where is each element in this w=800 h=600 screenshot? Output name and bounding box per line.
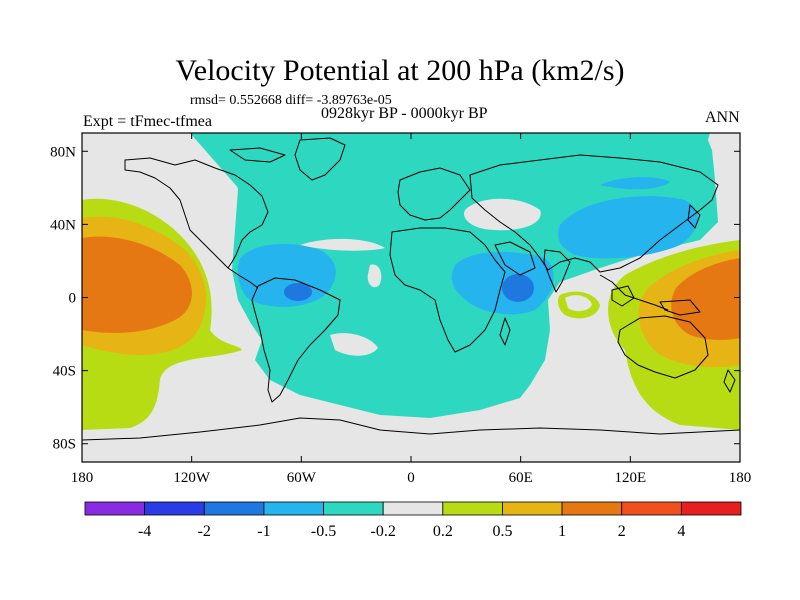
x-tick-label: 60E [509, 470, 533, 486]
x-tick-label: 120W [173, 470, 211, 486]
field-negative-north-asia [600, 177, 670, 190]
coast-new-zealand [723, 369, 736, 393]
coast-asia [469, 154, 719, 273]
colorbar-label: 0.2 [433, 523, 453, 540]
colorbar-swatch [203, 501, 265, 516]
field-minimum-east-africa [502, 274, 534, 302]
period-label: 0928kyr BP - 0000kyr BP [321, 105, 488, 122]
colorbar-label: -4 [138, 523, 151, 540]
colorbar-label: 0.5 [492, 523, 512, 540]
colorbar-label: 2 [618, 523, 626, 540]
x-tick-label: 180 [729, 470, 752, 486]
colorbar-swatch [561, 501, 623, 516]
season-label: ANN [705, 109, 740, 126]
coast-south-america [251, 277, 341, 403]
coast-africa [389, 227, 506, 353]
field-minimum-amazon [284, 283, 312, 301]
x-tick-label: 60W [287, 470, 317, 486]
x-tick-label: 180 [71, 470, 94, 486]
coast-europe [397, 167, 471, 221]
colorbar-label: -1 [257, 523, 270, 540]
coast-new-guinea [659, 299, 701, 316]
field-negative-arctic [190, 133, 710, 190]
field-neutral-arctic-east [712, 133, 740, 230]
y-tick-label: 0 [69, 291, 77, 307]
field-positive-westpac-orange [671, 258, 740, 340]
coast-japan [687, 204, 701, 229]
coast-maritime-continent [599, 274, 669, 311]
colorbar-swatch [84, 501, 146, 516]
colorbar-swatch [323, 501, 384, 516]
colorbar-swatch [442, 501, 503, 516]
field-neutral-hole-atlantic-eq [367, 264, 382, 288]
experiment-label: Expt = tFmec-tfmea [83, 113, 212, 130]
y-axis: 80N 40N 0 40S 80S [50, 144, 740, 453]
colorbar-swatch [263, 501, 324, 516]
colorbar-swatch [144, 501, 205, 516]
coast-australia [617, 315, 709, 379]
colorbar-swatch [680, 501, 742, 516]
chart-title: Velocity Potential at 200 hPa (km2/s) [175, 54, 625, 87]
field-negative-east-asia [558, 196, 698, 259]
colorbar-swatch [502, 501, 563, 516]
field-negative-south-america [237, 243, 336, 307]
field-neutral-indian-blob [565, 295, 592, 312]
coast-india [543, 249, 571, 293]
field-neutral-hole-atlantic [300, 238, 385, 251]
y-tick-label: 40N [50, 217, 76, 233]
y-tick-label: 80S [53, 437, 76, 453]
colorbar-swatch [621, 501, 682, 516]
stats-subtitle: rmsd= 0.552668 diff= -3.89763e-05 [190, 93, 392, 108]
x-tick-label: 0 [407, 470, 415, 486]
colorbar-label: 4 [677, 523, 685, 540]
field-neutral-hole-central-asia [464, 198, 541, 231]
coast-north-america [124, 157, 269, 269]
field-neutral-hole-south-atlantic [330, 333, 378, 356]
map-field [82, 133, 740, 462]
coast-antarctica [82, 417, 740, 441]
x-tick-label: 120E [614, 470, 646, 486]
x-axis: 180 120W 60W 0 60E 120E 180 [71, 133, 752, 486]
field-positive-pacific-orange [82, 236, 192, 333]
coast-central-america [227, 267, 259, 289]
coast-greenland [294, 137, 346, 181]
y-tick-label: 40S [53, 364, 76, 380]
coast-arctic-islands [229, 147, 286, 163]
colorbar-swatch [382, 501, 444, 516]
coast-arabia [494, 241, 536, 276]
colorbar-label: -0.5 [311, 523, 336, 540]
colorbar: -4 -2 -1 -0.5 -0.2 0.2 0.5 1 2 4 [84, 501, 742, 540]
colorbar-label: -0.2 [371, 523, 396, 540]
coast-madagascar [499, 317, 511, 346]
coast-borneo [611, 285, 635, 307]
y-tick-label: 80N [50, 144, 76, 160]
colorbar-label: 1 [558, 523, 566, 540]
coastlines [82, 137, 740, 441]
colorbar-label: -2 [198, 523, 211, 540]
